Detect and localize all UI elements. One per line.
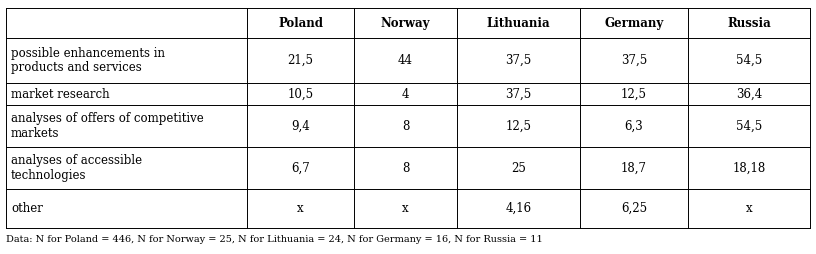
Text: 18,7: 18,7: [621, 162, 647, 174]
Text: 21,5: 21,5: [287, 54, 313, 67]
Text: Poland: Poland: [278, 17, 323, 29]
Text: x: x: [402, 202, 409, 215]
Text: other: other: [11, 202, 43, 215]
Text: 6,3: 6,3: [624, 119, 643, 133]
Text: 6,25: 6,25: [621, 202, 647, 215]
Text: 37,5: 37,5: [505, 54, 532, 67]
Text: 8: 8: [401, 119, 409, 133]
Text: 44: 44: [398, 54, 413, 67]
Text: Lithuania: Lithuania: [486, 17, 550, 29]
Text: 6,7: 6,7: [291, 162, 310, 174]
Text: x: x: [297, 202, 304, 215]
Text: possible enhancements in
products and services: possible enhancements in products and se…: [11, 46, 165, 74]
Text: 12,5: 12,5: [621, 87, 647, 101]
Text: Data: N for Poland = 446, N for Norway = 25, N for Lithuania = 24, N for Germany: Data: N for Poland = 446, N for Norway =…: [6, 235, 543, 245]
Text: 8: 8: [401, 162, 409, 174]
Text: 4,16: 4,16: [505, 202, 531, 215]
Text: 25: 25: [511, 162, 526, 174]
Text: 37,5: 37,5: [621, 54, 647, 67]
Text: x: x: [746, 202, 752, 215]
Text: 37,5: 37,5: [505, 87, 532, 101]
Text: 18,18: 18,18: [733, 162, 765, 174]
Text: 54,5: 54,5: [736, 119, 762, 133]
Text: 54,5: 54,5: [736, 54, 762, 67]
Text: Germany: Germany: [605, 17, 663, 29]
Text: 36,4: 36,4: [736, 87, 762, 101]
Text: 10,5: 10,5: [287, 87, 313, 101]
Text: 9,4: 9,4: [291, 119, 310, 133]
Text: market research: market research: [11, 87, 109, 101]
Text: analyses of accessible
technologies: analyses of accessible technologies: [11, 154, 142, 182]
Text: analyses of offers of competitive
markets: analyses of offers of competitive market…: [11, 112, 204, 140]
Text: 12,5: 12,5: [505, 119, 531, 133]
Text: Russia: Russia: [727, 17, 771, 29]
Text: 4: 4: [401, 87, 410, 101]
Text: Norway: Norway: [381, 17, 430, 29]
